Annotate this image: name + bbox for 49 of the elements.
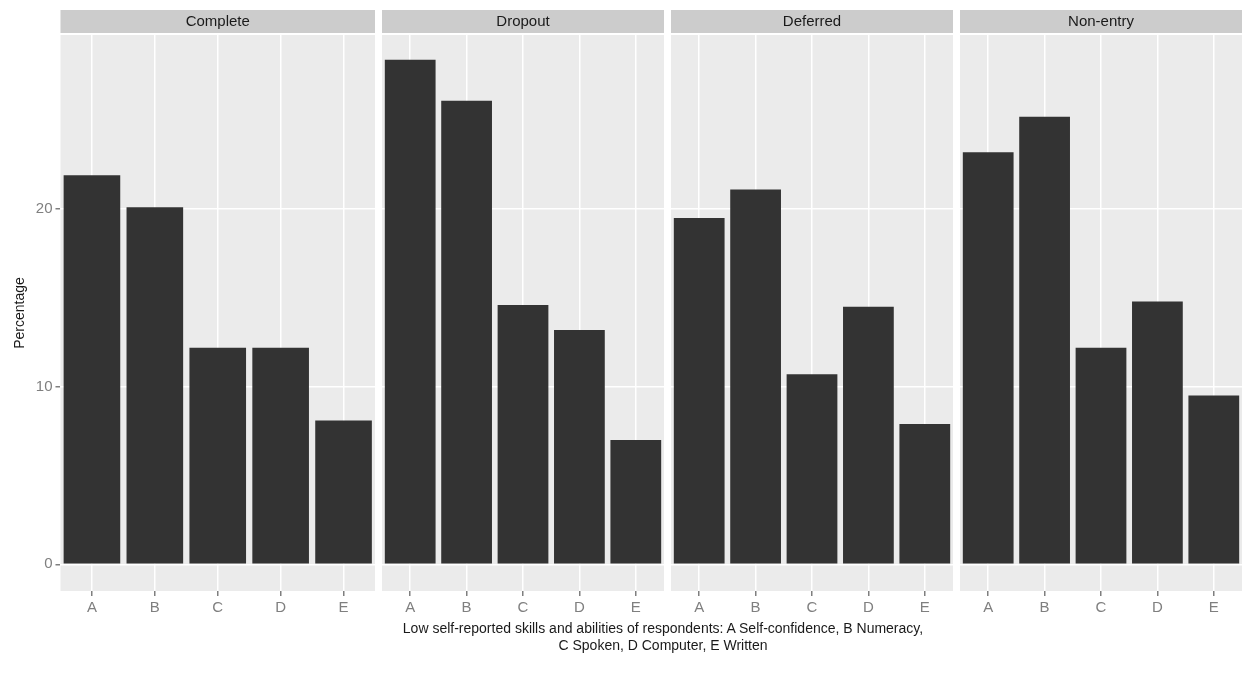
bar	[189, 347, 247, 564]
bar	[554, 329, 605, 564]
chart-title: Complete	[185, 12, 250, 30]
bar	[730, 189, 781, 564]
bar	[610, 440, 662, 564]
x-tick-label: C	[806, 598, 818, 616]
bar	[1019, 116, 1070, 564]
x-tick-label: E	[630, 598, 641, 616]
bar	[962, 152, 1014, 564]
x-tick-label: E	[1208, 598, 1219, 616]
bar	[673, 217, 725, 564]
bar	[843, 306, 894, 564]
chart-title: Deferred	[782, 12, 842, 30]
x-tick-label: B	[1039, 598, 1050, 616]
x-tick-label: D	[1151, 598, 1163, 616]
x-tick-label: D	[573, 598, 585, 616]
x-tick-label: A	[983, 598, 994, 616]
bar	[1075, 347, 1127, 564]
x-tick-label: E	[919, 598, 930, 616]
bar	[384, 59, 436, 564]
bar	[63, 175, 121, 564]
bar	[786, 374, 838, 564]
bar	[899, 424, 951, 564]
y-axis-title: Percentage	[11, 276, 28, 349]
y-tick-label: 10	[35, 376, 53, 394]
bar	[1188, 395, 1240, 564]
x-axis-title: Low self-reported skills and abilities of respondents: A Self-confidence, B Numeracy, C Spoken, D Computer, E Written	[401, 620, 925, 654]
x-tick-label: A	[86, 598, 97, 616]
x-tick-label: D	[862, 598, 874, 616]
x-tick-label: B	[461, 598, 472, 616]
y-tick-label: 20	[35, 199, 53, 217]
bar	[497, 305, 549, 564]
x-tick-label: C	[1095, 598, 1107, 616]
x-tick-label: A	[405, 598, 416, 616]
x-tick-label: C	[212, 598, 224, 616]
x-tick-label: E	[338, 598, 349, 616]
bar	[126, 207, 184, 564]
chart-title: Non-entry	[1068, 12, 1135, 30]
bar	[1132, 301, 1183, 564]
chart-title: Dropout	[496, 12, 551, 30]
x-tick-label: B	[149, 598, 160, 616]
bar	[252, 347, 309, 564]
bar	[441, 100, 492, 564]
x-tick-label: A	[694, 598, 705, 616]
bar	[315, 420, 372, 564]
x-tick-label: B	[750, 598, 761, 616]
x-tick-label: D	[275, 598, 287, 616]
x-tick-label: C	[517, 598, 529, 616]
y-tick-label: 0	[44, 554, 53, 572]
